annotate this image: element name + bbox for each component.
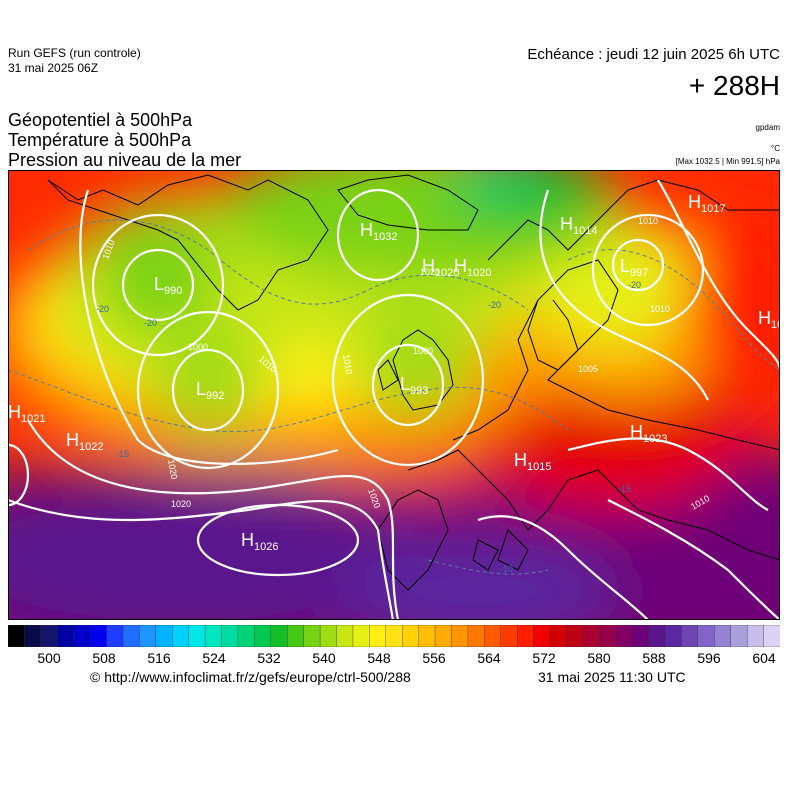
colorbar-tick: 532 <box>257 650 281 666</box>
colorbar-swatch <box>287 625 305 647</box>
colorbar-swatch <box>303 625 321 647</box>
coastlines <box>47 174 780 591</box>
title-geopotential: Géopotentiel à 500hPa <box>8 110 193 130</box>
colorbar-swatch <box>402 625 420 647</box>
colorbar-swatch <box>730 625 748 647</box>
isotherm-label: -10 <box>500 564 513 574</box>
colorbar-tick: 540 <box>312 650 336 666</box>
colorbar-swatch <box>533 625 551 647</box>
colorbar-swatch <box>500 625 518 647</box>
colorbar-swatch <box>451 625 469 647</box>
colorbar-swatch <box>24 625 42 647</box>
colorbar-tick: 524 <box>202 650 226 666</box>
isobar-label: 1020 <box>420 267 440 277</box>
generated-timestamp: 31 mai 2025 11:30 UTC <box>538 669 686 685</box>
colorbar-swatch <box>106 625 124 647</box>
colorbar-tick: 556 <box>422 650 446 666</box>
isotherm-label: -20 <box>96 304 109 314</box>
colorbar-tick: 516 <box>147 650 171 666</box>
isotherm-label: -15 <box>116 449 129 459</box>
unit-pressure: [Max 1032.5 | Min 991.5] hPa <box>675 157 780 166</box>
isobar-label: 1000 <box>413 346 433 356</box>
title-temperature: Température à 500hPa <box>8 130 192 150</box>
run-name: Run GEFS (run controle) <box>8 46 141 60</box>
isobar-label: 1000 <box>188 342 208 352</box>
isobar-label: 1010 <box>638 216 658 226</box>
colorbar-swatch <box>254 625 272 647</box>
source-url: © http://www.infoclimat.fr/z/gefs/europe… <box>90 669 411 685</box>
colorbar-swatch <box>615 625 633 647</box>
colorbar-swatch <box>270 625 288 647</box>
colorbar <box>8 625 780 647</box>
colorbar-swatch <box>516 625 535 647</box>
isotherm-label: -20 <box>144 318 157 328</box>
colorbar-swatch <box>336 625 354 647</box>
colorbar-swatch <box>221 625 239 647</box>
colorbar-swatch <box>369 625 387 647</box>
isobar-label: 1020 <box>171 499 191 509</box>
colorbar-swatch <box>8 625 26 647</box>
colorbar-swatch <box>418 625 436 647</box>
colorbar-swatch <box>172 625 190 647</box>
colorbar-swatch <box>188 625 206 647</box>
colorbar-swatch <box>631 625 650 647</box>
isobar-label: 1020 <box>166 459 179 480</box>
colorbar-swatch <box>763 625 780 647</box>
colorbar-swatch <box>385 625 403 647</box>
colorbar-swatch <box>73 625 91 647</box>
colorbar-swatch <box>237 625 256 647</box>
weather-map: H1032 H1014 H1017 H1020 H1020 L990 L992 … <box>8 170 780 620</box>
colorbar-swatch <box>599 625 617 647</box>
colorbar-swatch <box>122 625 141 647</box>
colorbar-swatch <box>352 625 371 647</box>
lead-time: + 288H <box>688 70 780 101</box>
colorbar-swatch <box>155 625 173 647</box>
colorbar-swatch <box>89 625 108 647</box>
colorbar-swatch <box>139 625 157 647</box>
colorbar-swatch <box>697 625 715 647</box>
isotherm-label: -20 <box>628 280 641 290</box>
colorbar-swatch <box>566 625 584 647</box>
colorbar-swatch <box>484 625 502 647</box>
isotherm-labels: -20 -20 -20 -15 -10 -20 -15 <box>96 280 641 574</box>
colorbar-swatch <box>319 625 338 647</box>
colorbar-swatch <box>40 625 58 647</box>
colorbar-tick: 564 <box>477 650 501 666</box>
isobar-label: 1005 <box>578 364 598 374</box>
isobars <box>8 179 780 620</box>
colorbar-tick: 580 <box>587 650 611 666</box>
colorbar-tick: 604 <box>752 650 776 666</box>
colorbar-swatch <box>57 625 75 647</box>
colorbar-tick: 588 <box>642 650 666 666</box>
isotherm-label: -20 <box>488 300 501 310</box>
colorbar-swatch <box>549 625 568 647</box>
colorbar-swatch <box>714 625 732 647</box>
forecast-valid-time: Echéance : jeudi 12 juin 2025 6h UTC <box>527 46 780 63</box>
colorbar-tick: 548 <box>367 650 391 666</box>
colorbar-swatch <box>681 625 699 647</box>
run-date: 31 mai 2025 06Z <box>8 61 99 75</box>
colorbar-tick: 572 <box>532 650 556 666</box>
unit-temperature: °C <box>771 144 780 153</box>
colorbar-swatch <box>648 625 666 647</box>
colorbar-tick: 500 <box>37 650 61 666</box>
colorbar-swatch <box>467 625 486 647</box>
isobar-label: 1010 <box>650 304 670 314</box>
colorbar-swatch <box>434 625 453 647</box>
isotherms <box>8 219 780 575</box>
colorbar-swatch <box>746 625 765 647</box>
title-pressure: Pression au niveau de la mer <box>8 150 242 170</box>
isotherm-label: -15 <box>618 484 631 494</box>
colorbar-swatch <box>582 625 601 647</box>
colorbar-swatch <box>204 625 223 647</box>
colorbar-tick: 596 <box>697 650 721 666</box>
colorbar-tick: 508 <box>92 650 116 666</box>
colorbar-swatch <box>664 625 683 647</box>
unit-geopotential: gpdam <box>755 123 780 132</box>
isobar-label: 1010 <box>341 354 354 375</box>
